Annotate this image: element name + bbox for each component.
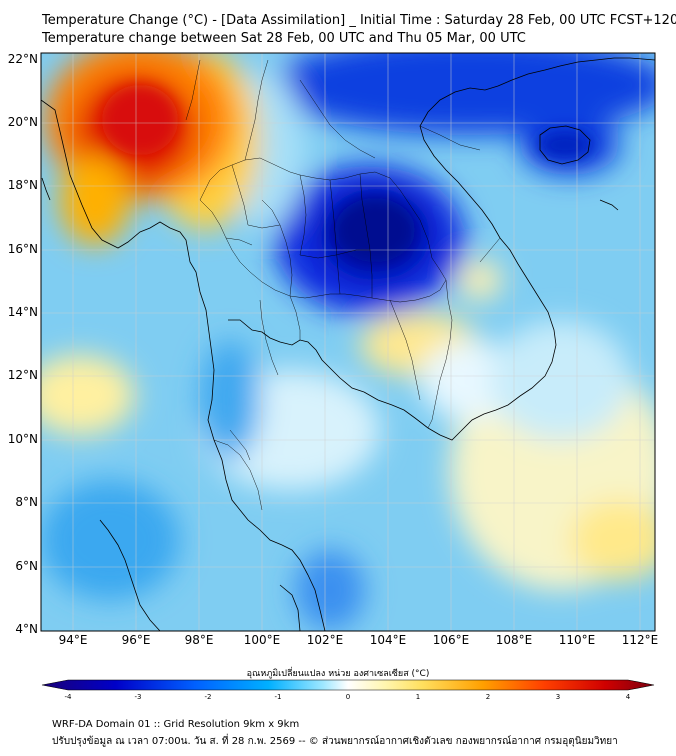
colorbar <box>41 679 655 691</box>
lat-label: 18°N <box>7 178 38 192</box>
lon-label: 110°E <box>558 633 596 647</box>
lat-label: 20°N <box>7 115 38 129</box>
lon-label: 102°E <box>306 633 344 647</box>
footer-model-info: WRF-DA Domain 01 :: Grid Resolution 9km … <box>52 719 300 730</box>
lon-label: 98°E <box>184 633 214 647</box>
colorbar-tick: -3 <box>134 693 142 701</box>
lat-label: 8°N <box>15 495 38 509</box>
colorbar-tick: -4 <box>64 693 72 701</box>
lon-label: 104°E <box>369 633 407 647</box>
colorbar-tick: 2 <box>485 693 491 701</box>
colorbar-tick: -1 <box>274 693 282 701</box>
lon-label: 100°E <box>243 633 281 647</box>
colorbar-tick: 4 <box>625 693 631 701</box>
coastlines <box>41 57 655 631</box>
lat-label: 22°N <box>7 52 38 66</box>
graticule <box>41 53 655 631</box>
temperature-field <box>41 53 655 631</box>
lon-label: 108°E <box>495 633 533 647</box>
lat-label: 12°N <box>7 368 38 382</box>
lon-label: 94°E <box>58 633 88 647</box>
colorbar-tick: 1 <box>415 693 421 701</box>
lat-label: 10°N <box>7 432 38 446</box>
map-frame <box>40 52 656 632</box>
map-title: Temperature Change (°C) - [Data Assimila… <box>42 13 676 28</box>
lat-label: 4°N <box>15 622 38 636</box>
colorbar-tick: -2 <box>204 693 212 701</box>
admin-borders <box>185 59 501 511</box>
colorbar-tick: 0 <box>345 693 351 701</box>
footer-credit: ปรับปรุงข้อมูล ณ เวลา 07:00น. วัน ส. ที่… <box>52 736 618 747</box>
lat-label: 14°N <box>7 305 38 319</box>
lon-label: 106°E <box>432 633 470 647</box>
lon-label: 96°E <box>121 633 151 647</box>
lat-label: 6°N <box>15 559 38 573</box>
colorbar-title: อุณหภูมิเปลี่ยนแปลง หน่วย องศาเซลเซียส (… <box>246 669 430 679</box>
map-subtitle: Temperature change between Sat 28 Feb, 0… <box>42 31 526 46</box>
lat-label: 16°N <box>7 242 38 256</box>
lon-label: 112°E <box>621 633 659 647</box>
colorbar-tick: 3 <box>555 693 561 701</box>
